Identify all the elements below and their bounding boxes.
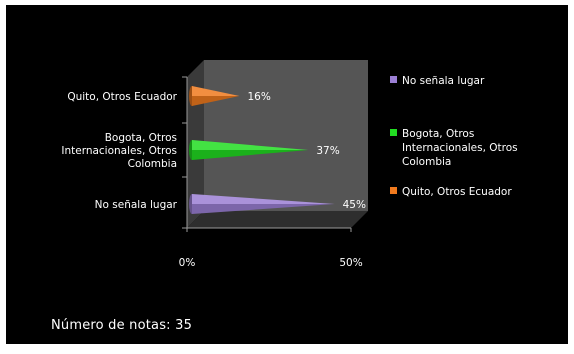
legend-label: Quito, Otros Ecuador	[402, 186, 512, 198]
bar-cone-bottom	[192, 150, 309, 160]
x-tick-label: 50%	[339, 257, 362, 269]
back-wall	[204, 60, 368, 211]
chart-area: 0% 50% 45% 37% 16% No señala lugar Bogota, Otr…	[61, 60, 518, 269]
bar-cone-top	[192, 140, 309, 150]
bar-cone-bottom	[192, 96, 240, 106]
bar-cone-top	[192, 86, 240, 96]
category-label: Quito, Otros Ecuador	[67, 91, 177, 103]
bar-cone-top	[192, 194, 335, 204]
legend-swatch	[390, 129, 397, 136]
legend-swatch	[390, 76, 397, 83]
bar-cone-bottom	[192, 204, 335, 214]
data-label: 37%	[316, 145, 339, 157]
legend-label: Bogota, Otros Internacionales, Otros Colom…	[402, 128, 518, 168]
data-label: 45%	[343, 199, 366, 211]
legend-label: No señala lugar	[402, 75, 485, 87]
chart-slide: 0% 50% 45% 37% 16% No señala lugar Bogota, Otr…	[6, 5, 568, 344]
category-label: No señala lugar	[95, 199, 178, 211]
x-tick-label: 0%	[179, 257, 196, 269]
data-label: 16%	[247, 91, 270, 103]
legend-swatch	[390, 187, 397, 194]
floor	[187, 211, 368, 228]
notes-count: Número de notas: 35	[51, 318, 193, 333]
category-label: Bogota, Otros Internacionales, Otros Colom…	[61, 132, 177, 170]
